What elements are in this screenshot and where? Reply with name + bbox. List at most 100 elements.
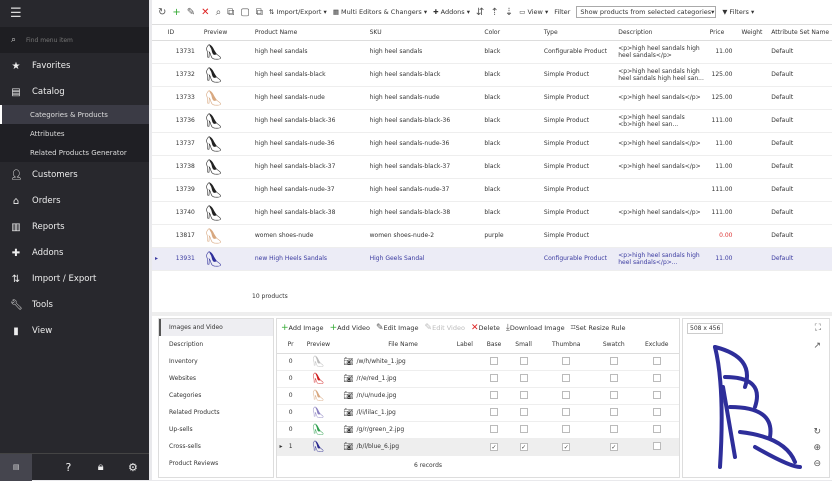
search-icon[interactable]: ⌕ bbox=[215, 6, 222, 18]
copy-icon[interactable]: ⧉ bbox=[227, 6, 235, 18]
column-header[interactable]: Swatch bbox=[593, 337, 635, 354]
column-header[interactable]: Pr bbox=[285, 337, 297, 354]
sidebar-item-reports[interactable]: ▥ Reports bbox=[0, 214, 149, 240]
table-row[interactable]: 13733 👠︎ high heel sandals-nude high heel s… bbox=[152, 86, 832, 110]
base-checkbox[interactable] bbox=[490, 356, 499, 365]
table-row[interactable]: 13739 👠︎ high heel sandals-nude-37 high hee… bbox=[152, 178, 832, 202]
column-header[interactable]: ID bbox=[164, 25, 201, 41]
tab-images-and-video[interactable]: Images and Video bbox=[159, 319, 273, 336]
image-row[interactable]: ▸ 1 👠︎ 📷︎/b/l/blue_6.jpg ✓ ✓ ✓ ✓ bbox=[277, 438, 679, 456]
base-checkbox[interactable] bbox=[490, 373, 499, 382]
small-checkbox[interactable]: ✓ bbox=[519, 442, 528, 451]
menu-search-input[interactable]: ⌕ Find menu item bbox=[0, 27, 149, 53]
thumb-checkbox[interactable] bbox=[562, 407, 571, 416]
view-button[interactable]: ▭ View ▾ bbox=[519, 8, 549, 16]
sidebar-item-catalog[interactable]: ▤ Catalog bbox=[0, 79, 149, 105]
table-row[interactable]: 13731 👠︎ high heel sandals high heel sandal… bbox=[152, 40, 832, 64]
tab-product-reviews[interactable]: Product Reviews bbox=[169, 460, 219, 467]
tab-related-products[interactable]: Related Products bbox=[169, 409, 220, 416]
add-video-button[interactable]: +Add Video bbox=[329, 323, 370, 333]
edit-icon[interactable]: ✎ bbox=[186, 6, 196, 18]
add-image-button[interactable]: +Add Image bbox=[281, 323, 324, 333]
tab-description[interactable]: Description bbox=[169, 341, 204, 348]
column-header[interactable]: Weight bbox=[738, 25, 769, 41]
table-row[interactable]: 13737 👠︎ high heel sandals-nude-36 high hee… bbox=[152, 132, 832, 156]
small-checkbox[interactable] bbox=[519, 373, 528, 382]
swatch-checkbox[interactable] bbox=[609, 356, 618, 365]
paste-icon[interactable]: ▢ bbox=[240, 6, 250, 18]
column-header[interactable]: Price bbox=[706, 25, 739, 41]
small-checkbox[interactable] bbox=[519, 356, 528, 365]
column-header[interactable]: Small bbox=[507, 337, 540, 354]
swatch-checkbox[interactable] bbox=[609, 407, 618, 416]
table-row[interactable]: 13738 👠︎ high heel sandals-black-37 high he… bbox=[152, 155, 832, 179]
exclude-checkbox[interactable] bbox=[652, 424, 661, 433]
delete-icon[interactable]: ✕ bbox=[201, 6, 210, 18]
delete-button[interactable]: ✕Delete bbox=[470, 323, 500, 333]
tab-websites[interactable]: Websites bbox=[169, 375, 197, 382]
column-header[interactable]: Attribute Set Name bbox=[768, 25, 832, 41]
base-checkbox[interactable] bbox=[490, 390, 499, 399]
zoom-out-icon[interactable]: ⊖ bbox=[813, 459, 821, 469]
table-row[interactable]: 13736 👠︎ high heel sandals-black-36 high he… bbox=[152, 109, 832, 133]
small-checkbox[interactable] bbox=[519, 390, 528, 399]
sidebar-item-view[interactable]: ▮ View bbox=[0, 318, 149, 344]
thumb-checkbox[interactable] bbox=[562, 356, 571, 365]
column-header[interactable]: Base bbox=[480, 337, 508, 354]
swatch-checkbox[interactable] bbox=[609, 390, 618, 399]
submenu-item[interactable]: Related Products Generator bbox=[30, 148, 127, 157]
hamburger-menu-icon[interactable]: ☰ bbox=[10, 6, 22, 21]
image-row[interactable]: 0 👠︎ 📷︎/w/h/white_1.jpg bbox=[277, 353, 679, 371]
column-header[interactable]: Product Name bbox=[251, 25, 367, 41]
set-resize-rule-button[interactable]: ⌗Set Resize Rule bbox=[570, 323, 626, 333]
sidebar-item-addons[interactable]: ✚ Addons bbox=[0, 240, 149, 266]
gear-icon[interactable]: ⚙ bbox=[127, 460, 138, 474]
zoom-in-icon[interactable]: ⊕ bbox=[813, 443, 821, 453]
small-checkbox[interactable] bbox=[519, 424, 528, 433]
exclude-checkbox[interactable] bbox=[652, 407, 661, 416]
column-header[interactable]: Type bbox=[540, 25, 616, 41]
filters-button[interactable]: ▼ Filters ▾ bbox=[722, 8, 755, 16]
swatch-checkbox[interactable] bbox=[609, 373, 618, 382]
swatch-checkbox[interactable] bbox=[609, 424, 618, 433]
column-header[interactable]: Description bbox=[615, 25, 707, 41]
base-checkbox[interactable] bbox=[490, 424, 499, 433]
column-header[interactable]: Thumbna bbox=[539, 337, 594, 354]
duplicate-icon[interactable]: ⧉ bbox=[255, 6, 263, 18]
rotate-icon[interactable]: ↻ bbox=[813, 427, 821, 437]
refresh-icon[interactable]: ↻ bbox=[158, 6, 167, 18]
image-row[interactable]: 0 👠︎ 📷︎/g/r/green_2.jpg bbox=[277, 421, 679, 439]
exclude-checkbox[interactable] bbox=[652, 373, 661, 382]
sidebar-item-tools[interactable]: 🔧︎ Tools bbox=[0, 292, 149, 318]
multi-editors-button[interactable]: ▦ Multi Editors & Changers ▾ bbox=[332, 8, 428, 16]
import-export-button[interactable]: ⇅ Import/Export ▾ bbox=[268, 8, 327, 16]
table-row[interactable]: 13732 👠︎ high heel sandals-black high heel … bbox=[152, 63, 832, 87]
sidebar-item-favorites[interactable]: ★ Favorites bbox=[0, 53, 149, 79]
open-external-icon[interactable]: ↗ bbox=[813, 341, 821, 351]
table-row[interactable]: 13740 👠︎ high heel sandals-black-38 high he… bbox=[152, 201, 832, 225]
fullscreen-icon[interactable]: ⛶ bbox=[814, 323, 821, 333]
collapse-icon[interactable]: ⇣ bbox=[504, 6, 514, 18]
exclude-checkbox[interactable] bbox=[652, 441, 661, 450]
column-header[interactable]: Preview bbox=[200, 25, 252, 41]
edit-image-button[interactable]: ✎Edit Image bbox=[375, 323, 419, 333]
sidebar-item-orders[interactable]: ⌂ Orders bbox=[0, 188, 149, 214]
sidebar-item-customers[interactable]: 👤︎ Customers bbox=[0, 162, 149, 188]
sort-icon[interactable]: ⇵ bbox=[476, 6, 485, 18]
image-row[interactable]: 0 👠︎ 📷︎/l/i/lilac_1.jpg bbox=[277, 404, 679, 422]
column-header[interactable]: Color bbox=[481, 25, 541, 41]
edit-video-button[interactable]: ✎Edit Video bbox=[424, 323, 465, 333]
table-row[interactable]: ▸ 13931 👠︎ new High Heels Sandals High Geels… bbox=[152, 247, 832, 271]
table-row[interactable]: 13817 👠︎ women shoes-nude women shoes-nude-… bbox=[152, 224, 832, 248]
thumb-checkbox[interactable]: ✓ bbox=[562, 442, 571, 451]
image-row[interactable]: 0 👠︎ 📷︎/n/u/nude.jpg bbox=[277, 387, 679, 405]
submenu-item[interactable]: Categories & Products bbox=[0, 105, 149, 124]
filter-select[interactable]: Show products from selected categories ▾ bbox=[576, 6, 717, 18]
expand-icon[interactable]: ⇡ bbox=[490, 6, 499, 18]
splitter-handle[interactable] bbox=[152, 312, 832, 316]
base-checkbox[interactable] bbox=[490, 407, 499, 416]
swatch-checkbox[interactable]: ✓ bbox=[609, 442, 618, 451]
base-checkbox[interactable]: ✓ bbox=[490, 442, 499, 451]
thumb-checkbox[interactable] bbox=[562, 373, 571, 382]
download-image-button[interactable]: ⤓Download Image bbox=[505, 323, 565, 333]
